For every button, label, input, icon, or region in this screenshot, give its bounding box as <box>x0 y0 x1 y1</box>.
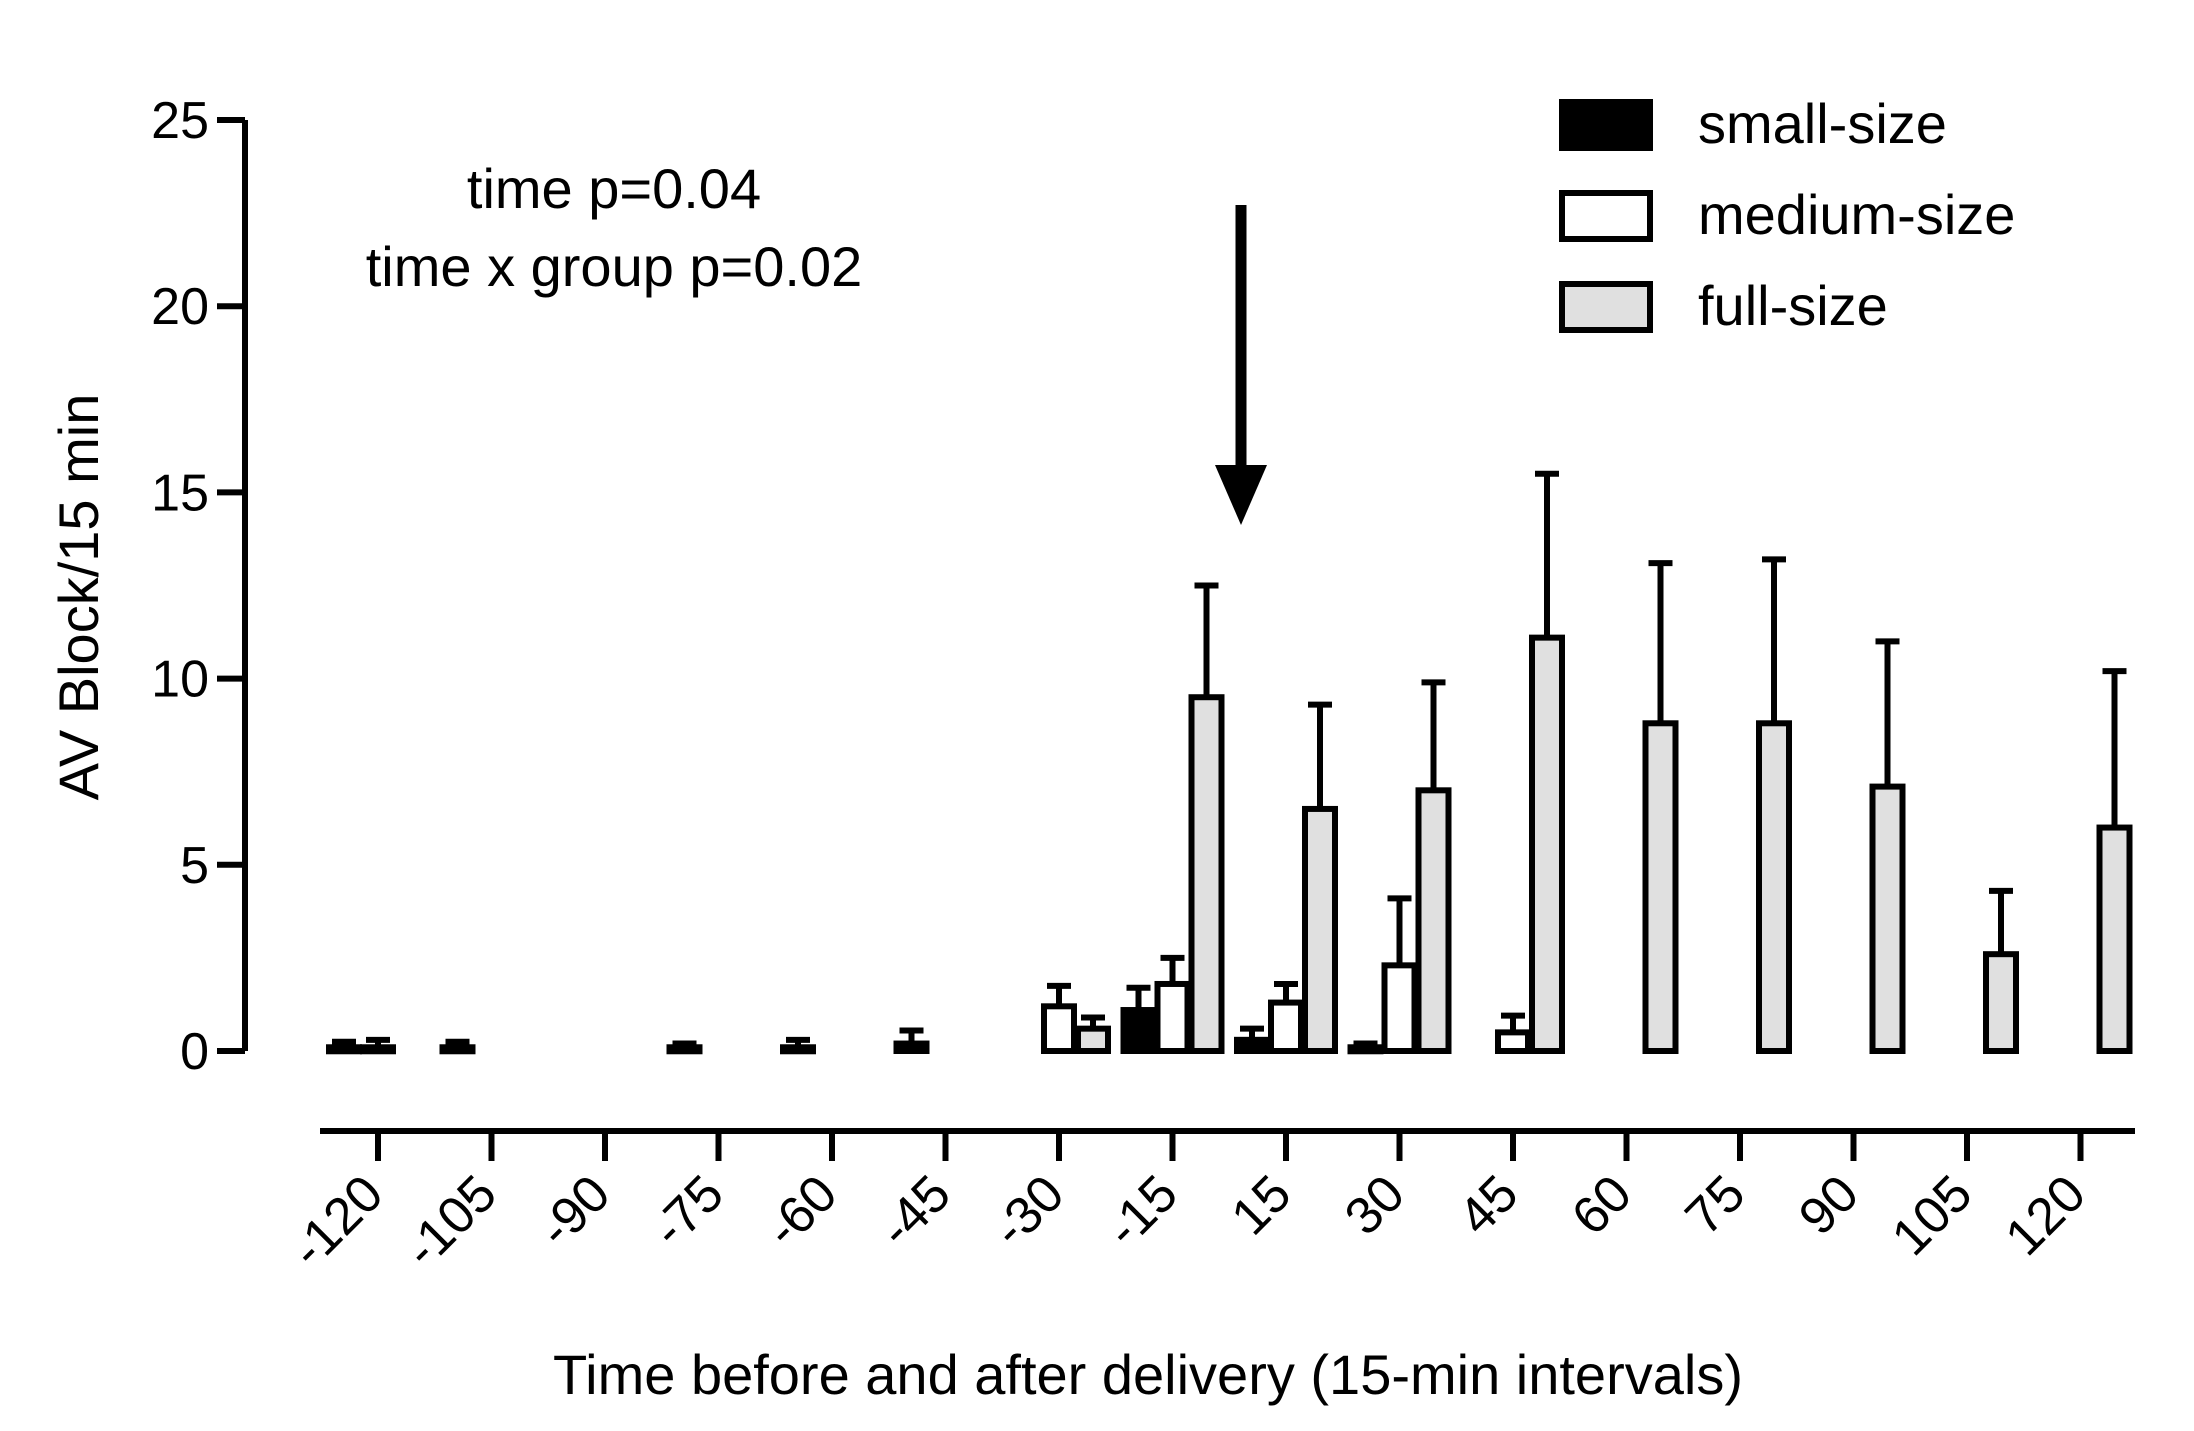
x-tick-label: -75 <box>641 1164 735 1258</box>
bar-full-size-90 <box>1869 783 1906 1054</box>
delivery-arrow-head <box>1215 465 1267 525</box>
bar-full-size-45 <box>1529 634 1565 1054</box>
bar-medium-size--30 <box>1041 1003 1077 1055</box>
bar-medium-size-30 <box>1381 962 1418 1055</box>
bar-small-size--105 <box>439 1044 476 1055</box>
legend-label-small-size: small-size <box>1698 92 1947 155</box>
bar-small-size--60 <box>780 1044 816 1055</box>
bar-medium-size--15 <box>1154 980 1191 1055</box>
x-tick-label: 45 <box>1448 1164 1530 1246</box>
y-tick-label: 10 <box>151 651 209 709</box>
bar-full-size-15 <box>1302 805 1338 1054</box>
y-tick-label: 25 <box>151 92 209 150</box>
y-tick-label: 0 <box>180 1023 209 1081</box>
x-tick-label: 75 <box>1675 1164 1757 1246</box>
x-tick-label: -45 <box>868 1164 962 1258</box>
bar-small-size--75 <box>666 1044 703 1055</box>
bar-small-size--120 <box>326 1044 362 1055</box>
bar-small-size--15 <box>1120 1007 1157 1055</box>
x-tick-label: -60 <box>754 1164 848 1258</box>
x-tick-label: 90 <box>1788 1164 1870 1246</box>
bar-small-size-15 <box>1234 1036 1270 1055</box>
x-tick-label: 15 <box>1221 1164 1303 1246</box>
bar-medium-size--120 <box>360 1044 396 1055</box>
legend: small-size medium-size full-size <box>1559 92 2015 337</box>
x-tick-label: -15 <box>1095 1164 1189 1258</box>
x-tick-label: -90 <box>527 1164 621 1258</box>
y-tick-label: 20 <box>151 278 209 336</box>
bar-full-size-75 <box>1756 720 1792 1055</box>
y-tick-label: 5 <box>180 837 209 895</box>
bar-small-size-30 <box>1347 1044 1384 1055</box>
x-axis-title: Time before and after delivery (15-min i… <box>553 1343 1743 1406</box>
x-tick-label: 30 <box>1334 1164 1416 1246</box>
y-tick-label: 15 <box>151 464 209 522</box>
x-axis: -120-105 -90 -75 -60 -45 -30 -15 15 30 45 60 75 90 10… <box>280 1128 2135 1279</box>
legend-swatch-small-size <box>1559 99 1653 151</box>
x-tick-label: 120 <box>1995 1164 2097 1266</box>
y-axis: 0 5 10 15 20 25 <box>151 92 248 1081</box>
stats-annotation-interaction: time x group p=0.02 <box>366 235 863 298</box>
stats-annotation-time: time p=0.04 <box>467 157 761 220</box>
bar-medium-size-15 <box>1268 999 1304 1055</box>
bar-full-size--15 <box>1188 694 1225 1054</box>
legend-swatch-full-size <box>1559 281 1653 333</box>
delivery-arrow <box>1215 205 1267 525</box>
legend-swatch-medium-size <box>1559 190 1653 242</box>
bar-full-size--30 <box>1075 1025 1111 1055</box>
legend-label-full-size: full-size <box>1698 274 1888 337</box>
x-tick-label: -120 <box>280 1164 395 1279</box>
x-tick-label: 60 <box>1561 1164 1643 1246</box>
legend-label-medium-size: medium-size <box>1698 183 2015 246</box>
bar-full-size-30 <box>1415 787 1452 1054</box>
bars-group <box>326 470 2133 1055</box>
x-tick-label: -105 <box>393 1164 508 1279</box>
bar-medium-size-45 <box>1495 1029 1531 1055</box>
bar-full-size-120 <box>2096 824 2133 1054</box>
bar-small-size--45 <box>893 1040 930 1055</box>
y-axis-title: AV Block/15 min <box>47 394 110 801</box>
bar-full-size-105 <box>1983 951 2019 1055</box>
x-tick-label: 105 <box>1881 1164 1983 1266</box>
x-tick-label: -30 <box>981 1164 1075 1258</box>
bar-full-size-60 <box>1642 720 1679 1055</box>
